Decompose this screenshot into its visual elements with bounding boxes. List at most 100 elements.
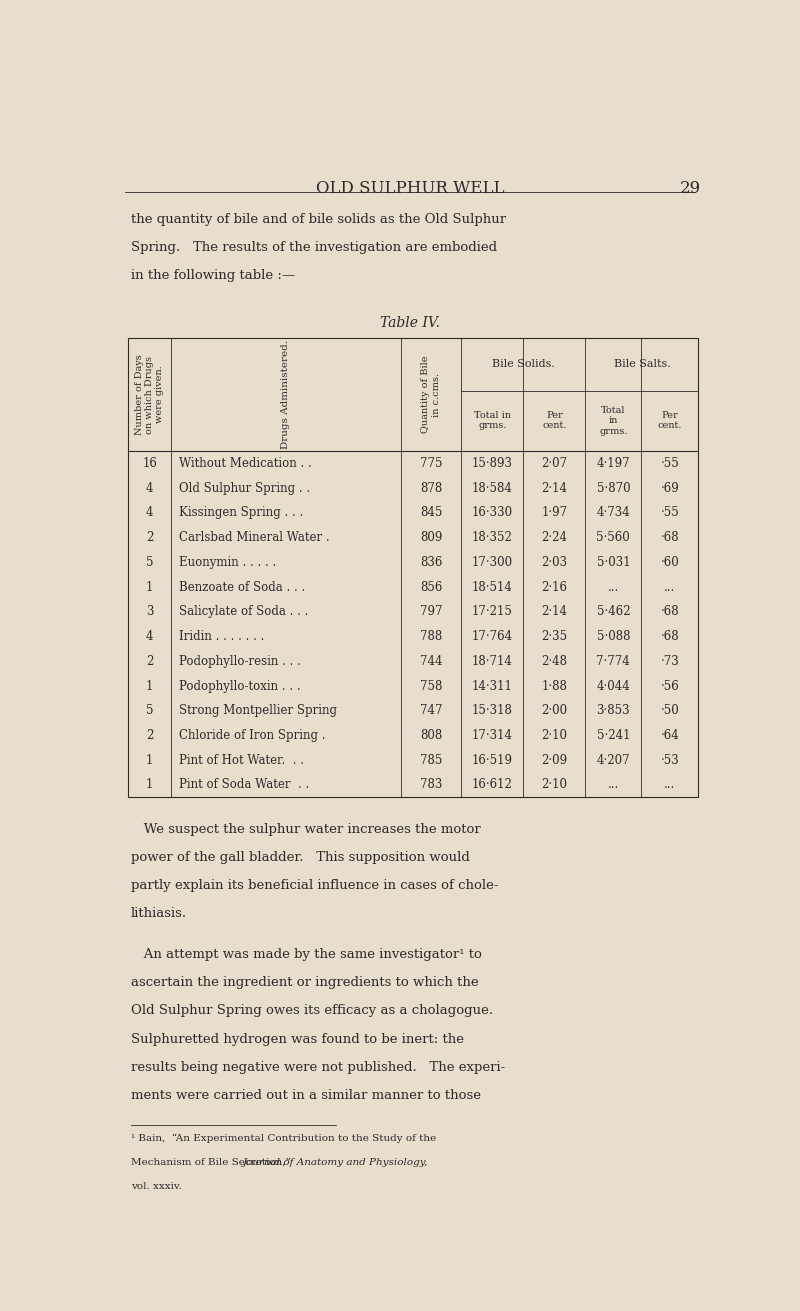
- Text: 775: 775: [420, 458, 442, 469]
- Text: 5·088: 5·088: [597, 631, 630, 644]
- Text: 808: 808: [420, 729, 442, 742]
- Text: Total in
grms.: Total in grms.: [474, 412, 511, 430]
- Text: 2·07: 2·07: [542, 458, 567, 469]
- Text: Sulphuretted hydrogen was found to be inert: the: Sulphuretted hydrogen was found to be in…: [131, 1033, 464, 1046]
- Text: the quantity of bile and of bile solids as the Old Sulphur: the quantity of bile and of bile solids …: [131, 212, 506, 225]
- Text: 2·14: 2·14: [542, 606, 567, 619]
- Text: ·69: ·69: [661, 481, 679, 494]
- Text: 783: 783: [420, 779, 442, 792]
- Text: 29: 29: [680, 180, 702, 197]
- Text: 845: 845: [420, 506, 442, 519]
- Text: 4·207: 4·207: [597, 754, 630, 767]
- Text: 5·870: 5·870: [597, 481, 630, 494]
- Text: 16·612: 16·612: [472, 779, 513, 792]
- Text: ·64: ·64: [661, 729, 679, 742]
- Text: 5·462: 5·462: [597, 606, 630, 619]
- Text: Old Sulphur Spring . .: Old Sulphur Spring . .: [178, 481, 310, 494]
- Text: Bile Solids.: Bile Solids.: [492, 359, 555, 370]
- Text: 1: 1: [146, 679, 154, 692]
- Text: Iridin . . . . . . .: Iridin . . . . . . .: [178, 631, 264, 644]
- Text: 4·044: 4·044: [597, 679, 630, 692]
- Text: 2·10: 2·10: [542, 729, 567, 742]
- Text: ·68: ·68: [661, 606, 679, 619]
- Text: Without Medication . .: Without Medication . .: [178, 458, 311, 469]
- Text: An attempt was made by the same investigator¹ to: An attempt was made by the same investig…: [131, 948, 482, 961]
- Text: 2·16: 2·16: [542, 581, 567, 594]
- Text: Chloride of Iron Spring .: Chloride of Iron Spring .: [178, 729, 326, 742]
- Text: 2·14: 2·14: [542, 481, 567, 494]
- Text: 2·24: 2·24: [542, 531, 567, 544]
- Text: ...: ...: [608, 779, 619, 792]
- Text: 744: 744: [420, 654, 442, 667]
- Text: Table IV.: Table IV.: [380, 316, 440, 330]
- Text: in the following table :—: in the following table :—: [131, 269, 295, 282]
- Text: 4: 4: [146, 631, 154, 644]
- Text: 17·300: 17·300: [472, 556, 513, 569]
- Text: 788: 788: [420, 631, 442, 644]
- Text: OLD SULPHUR WELL: OLD SULPHUR WELL: [316, 180, 504, 197]
- Text: Euonymin . . . . .: Euonymin . . . . .: [178, 556, 276, 569]
- Text: Per
cent.: Per cent.: [658, 412, 682, 430]
- Text: 1: 1: [146, 754, 154, 767]
- Text: Quantity of Bile
in c.cms.: Quantity of Bile in c.cms.: [422, 355, 441, 434]
- Text: Pint of Hot Water.  . .: Pint of Hot Water. . .: [178, 754, 304, 767]
- Text: ·60: ·60: [661, 556, 679, 569]
- Text: Mechanism of Bile Secretion,”: Mechanism of Bile Secretion,”: [131, 1158, 298, 1167]
- Text: 16: 16: [142, 458, 157, 469]
- Text: ·53: ·53: [661, 754, 679, 767]
- Text: ·55: ·55: [661, 506, 679, 519]
- Text: Carlsbad Mineral Water .: Carlsbad Mineral Water .: [178, 531, 330, 544]
- Text: 16·330: 16·330: [472, 506, 513, 519]
- Text: 16·519: 16·519: [472, 754, 513, 767]
- Text: 747: 747: [420, 704, 442, 717]
- Text: 797: 797: [420, 606, 442, 619]
- Text: ·50: ·50: [661, 704, 679, 717]
- Text: lithiasis.: lithiasis.: [131, 907, 187, 920]
- Text: 17·764: 17·764: [472, 631, 513, 644]
- Text: ·55: ·55: [661, 458, 679, 469]
- Text: 2: 2: [146, 531, 154, 544]
- Text: 3: 3: [146, 606, 154, 619]
- Text: ¹ Bain,  “An Experimental Contribution to the Study of the: ¹ Bain, “An Experimental Contribution to…: [131, 1134, 436, 1143]
- Text: Number of Days
on which Drugs
were given.: Number of Days on which Drugs were given…: [134, 354, 165, 435]
- Text: Podophyllo-resin . . .: Podophyllo-resin . . .: [178, 654, 301, 667]
- Text: 2: 2: [146, 654, 154, 667]
- Text: Strong Montpellier Spring: Strong Montpellier Spring: [178, 704, 337, 717]
- Text: Podophyllo-toxin . . .: Podophyllo-toxin . . .: [178, 679, 300, 692]
- Text: Journal of Anatomy and Physiology,: Journal of Anatomy and Physiology,: [242, 1158, 428, 1167]
- Text: 18·714: 18·714: [472, 654, 513, 667]
- Text: Salicylate of Soda . . .: Salicylate of Soda . . .: [178, 606, 308, 619]
- Text: 758: 758: [420, 679, 442, 692]
- Text: 1·88: 1·88: [542, 679, 567, 692]
- Text: 15·893: 15·893: [472, 458, 513, 469]
- Text: 17·314: 17·314: [472, 729, 513, 742]
- Text: ascertain the ingredient or ingredients to which the: ascertain the ingredient or ingredients …: [131, 975, 478, 988]
- Text: 2·35: 2·35: [542, 631, 567, 644]
- Text: ments were carried out in a similar manner to those: ments were carried out in a similar mann…: [131, 1089, 481, 1103]
- Text: 4: 4: [146, 481, 154, 494]
- Text: Per
cent.: Per cent.: [542, 412, 566, 430]
- Text: 5: 5: [146, 704, 154, 717]
- Text: results being negative were not published.   The experi-: results being negative were not publishe…: [131, 1061, 506, 1074]
- Text: 4·734: 4·734: [597, 506, 630, 519]
- Text: Old Sulphur Spring owes its efficacy as a cholagogue.: Old Sulphur Spring owes its efficacy as …: [131, 1004, 493, 1017]
- Text: Benzoate of Soda . . .: Benzoate of Soda . . .: [178, 581, 305, 594]
- Text: vol. xxxiv.: vol. xxxiv.: [131, 1183, 182, 1190]
- Text: ·68: ·68: [661, 631, 679, 644]
- Text: ...: ...: [664, 779, 675, 792]
- Text: 15·318: 15·318: [472, 704, 513, 717]
- Text: 3·853: 3·853: [597, 704, 630, 717]
- Text: 878: 878: [420, 481, 442, 494]
- Text: Spring.   The results of the investigation are embodied: Spring. The results of the investigation…: [131, 241, 497, 254]
- Text: 1: 1: [146, 581, 154, 594]
- Text: 18·514: 18·514: [472, 581, 513, 594]
- Text: 2·10: 2·10: [542, 779, 567, 792]
- Text: Drugs Administered.: Drugs Administered.: [282, 340, 290, 450]
- Text: 5: 5: [146, 556, 154, 569]
- Text: 7·774: 7·774: [597, 654, 630, 667]
- Text: 856: 856: [420, 581, 442, 594]
- Text: 809: 809: [420, 531, 442, 544]
- Text: 17·215: 17·215: [472, 606, 513, 619]
- Text: power of the gall bladder.   This supposition would: power of the gall bladder. This supposit…: [131, 851, 470, 864]
- Text: 2·00: 2·00: [542, 704, 567, 717]
